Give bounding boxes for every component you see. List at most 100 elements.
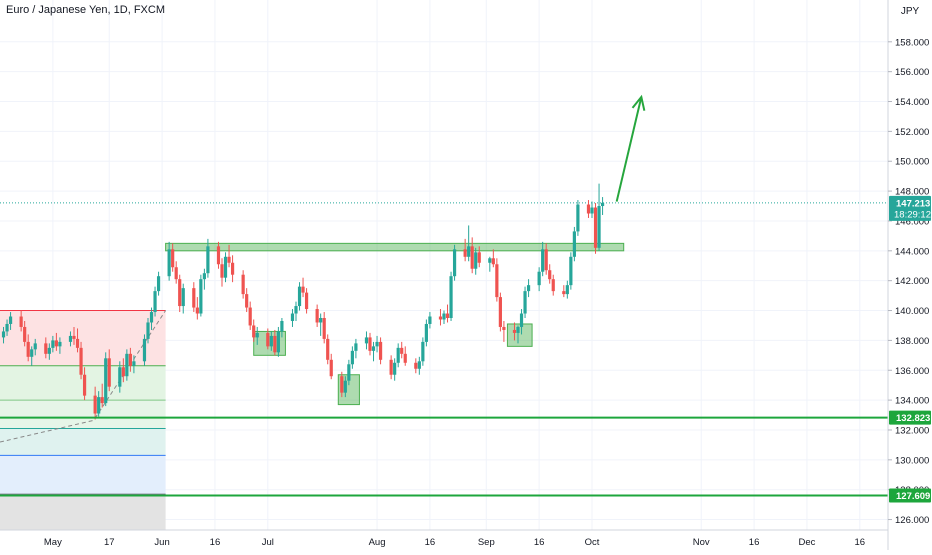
candle-body: [590, 207, 594, 214]
candle-body: [75, 338, 80, 348]
projection-arrow-head: [631, 94, 646, 111]
candles: [1, 183, 605, 420]
candle-body: [273, 335, 277, 353]
candle-body: [498, 297, 502, 327]
current-price-badge: [889, 195, 931, 221]
candle-body: [424, 323, 428, 342]
candle-body: [171, 249, 175, 268]
time-tick-label: 16: [855, 537, 866, 548]
candle-body: [68, 335, 73, 342]
price-tick-label: 154.000: [895, 97, 929, 108]
support-price-badge: [889, 410, 931, 425]
time-tick-label: Jun: [154, 537, 169, 548]
candle-body: [597, 206, 601, 248]
candle-body: [178, 279, 182, 307]
projection-arrow-line: [615, 96, 643, 202]
candle-body: [315, 309, 319, 323]
candle-body: [248, 307, 252, 326]
candle-body: [19, 316, 23, 327]
candle-body: [128, 353, 132, 366]
candle-body: [396, 347, 400, 363]
candle-body: [389, 359, 393, 375]
candle-body: [174, 267, 178, 280]
candle-body: [195, 307, 199, 314]
fib-zone: [0, 400, 166, 429]
candle-body: [467, 246, 471, 257]
candle-body: [449, 276, 453, 318]
candle-body: [343, 380, 347, 393]
candle-body: [371, 346, 376, 351]
candle-body: [245, 294, 249, 308]
time-tick-label: Jul: [262, 537, 274, 548]
time-tick-label: May: [44, 537, 62, 548]
candle-body: [255, 332, 259, 338]
candle-body: [548, 270, 552, 280]
price-tick-label: 134.000: [895, 396, 929, 407]
price-tick-label: 140.000: [895, 306, 929, 317]
candle-body: [477, 252, 481, 263]
price-tick-label: 150.000: [895, 157, 929, 168]
chart-title: Euro / Japanese Yen, 1D, FXCM: [6, 4, 165, 16]
candle-body: [551, 279, 555, 292]
candle-body: [421, 341, 425, 362]
support-price-label: 132.823: [896, 413, 930, 424]
candle-body: [146, 322, 150, 339]
price-tick-label: 130.000: [895, 455, 929, 466]
support-price-badge: [889, 488, 931, 503]
candle-body: [526, 285, 531, 292]
candle-body: [1, 331, 6, 338]
candle-body: [297, 286, 302, 307]
candle-body: [192, 288, 196, 308]
demand-box: [506, 323, 533, 347]
candle-body: [393, 362, 397, 375]
candle-body: [156, 276, 161, 292]
candle-body: [491, 258, 495, 265]
candle-body: [223, 256, 228, 278]
candle-body: [445, 313, 450, 318]
candle-body: [326, 338, 330, 360]
candle-body: [51, 340, 55, 348]
candle-body: [276, 331, 280, 353]
candle-body: [8, 316, 13, 324]
candle-body: [206, 246, 210, 274]
time-tick-label: Oct: [585, 537, 600, 548]
candle-body: [33, 343, 37, 350]
candle-body: [400, 347, 404, 354]
fib-zone: [0, 494, 166, 530]
candle-body: [569, 256, 573, 286]
fib-zone: [0, 365, 166, 401]
candle-body: [438, 316, 443, 320]
countdown-label: 18:29:12: [894, 209, 931, 220]
candle-body: [30, 349, 34, 357]
candle-body: [97, 397, 101, 414]
candle-body: [474, 252, 478, 269]
candle-body: [125, 353, 129, 377]
candle-body: [294, 306, 298, 314]
candle-body: [304, 292, 309, 310]
price-tick-label: 144.000: [895, 246, 929, 257]
time-tick-label: Sep: [478, 537, 495, 548]
price-tick-label: 138.000: [895, 336, 929, 347]
candle-body: [93, 395, 97, 414]
candle-body: [519, 313, 524, 327]
candle-body: [414, 362, 418, 369]
candle-body: [104, 358, 108, 404]
price-tick-label: 136.000: [895, 366, 929, 377]
candle-body: [230, 262, 235, 275]
current-price-label: 147.213: [896, 198, 930, 209]
price-tick-label: 142.000: [895, 276, 929, 287]
time-tick-label: 16: [534, 537, 545, 548]
fib-zone: [0, 455, 166, 495]
resistance-zone: [165, 242, 625, 252]
candle-body: [269, 335, 273, 347]
candle-body: [502, 326, 506, 330]
price-tick-label: 126.000: [895, 515, 929, 526]
candle-body: [290, 313, 295, 321]
candle-body: [452, 249, 457, 277]
candle-body: [364, 337, 369, 344]
candle-body: [544, 249, 548, 271]
candle-body: [47, 347, 51, 354]
candle-body: [100, 397, 104, 404]
